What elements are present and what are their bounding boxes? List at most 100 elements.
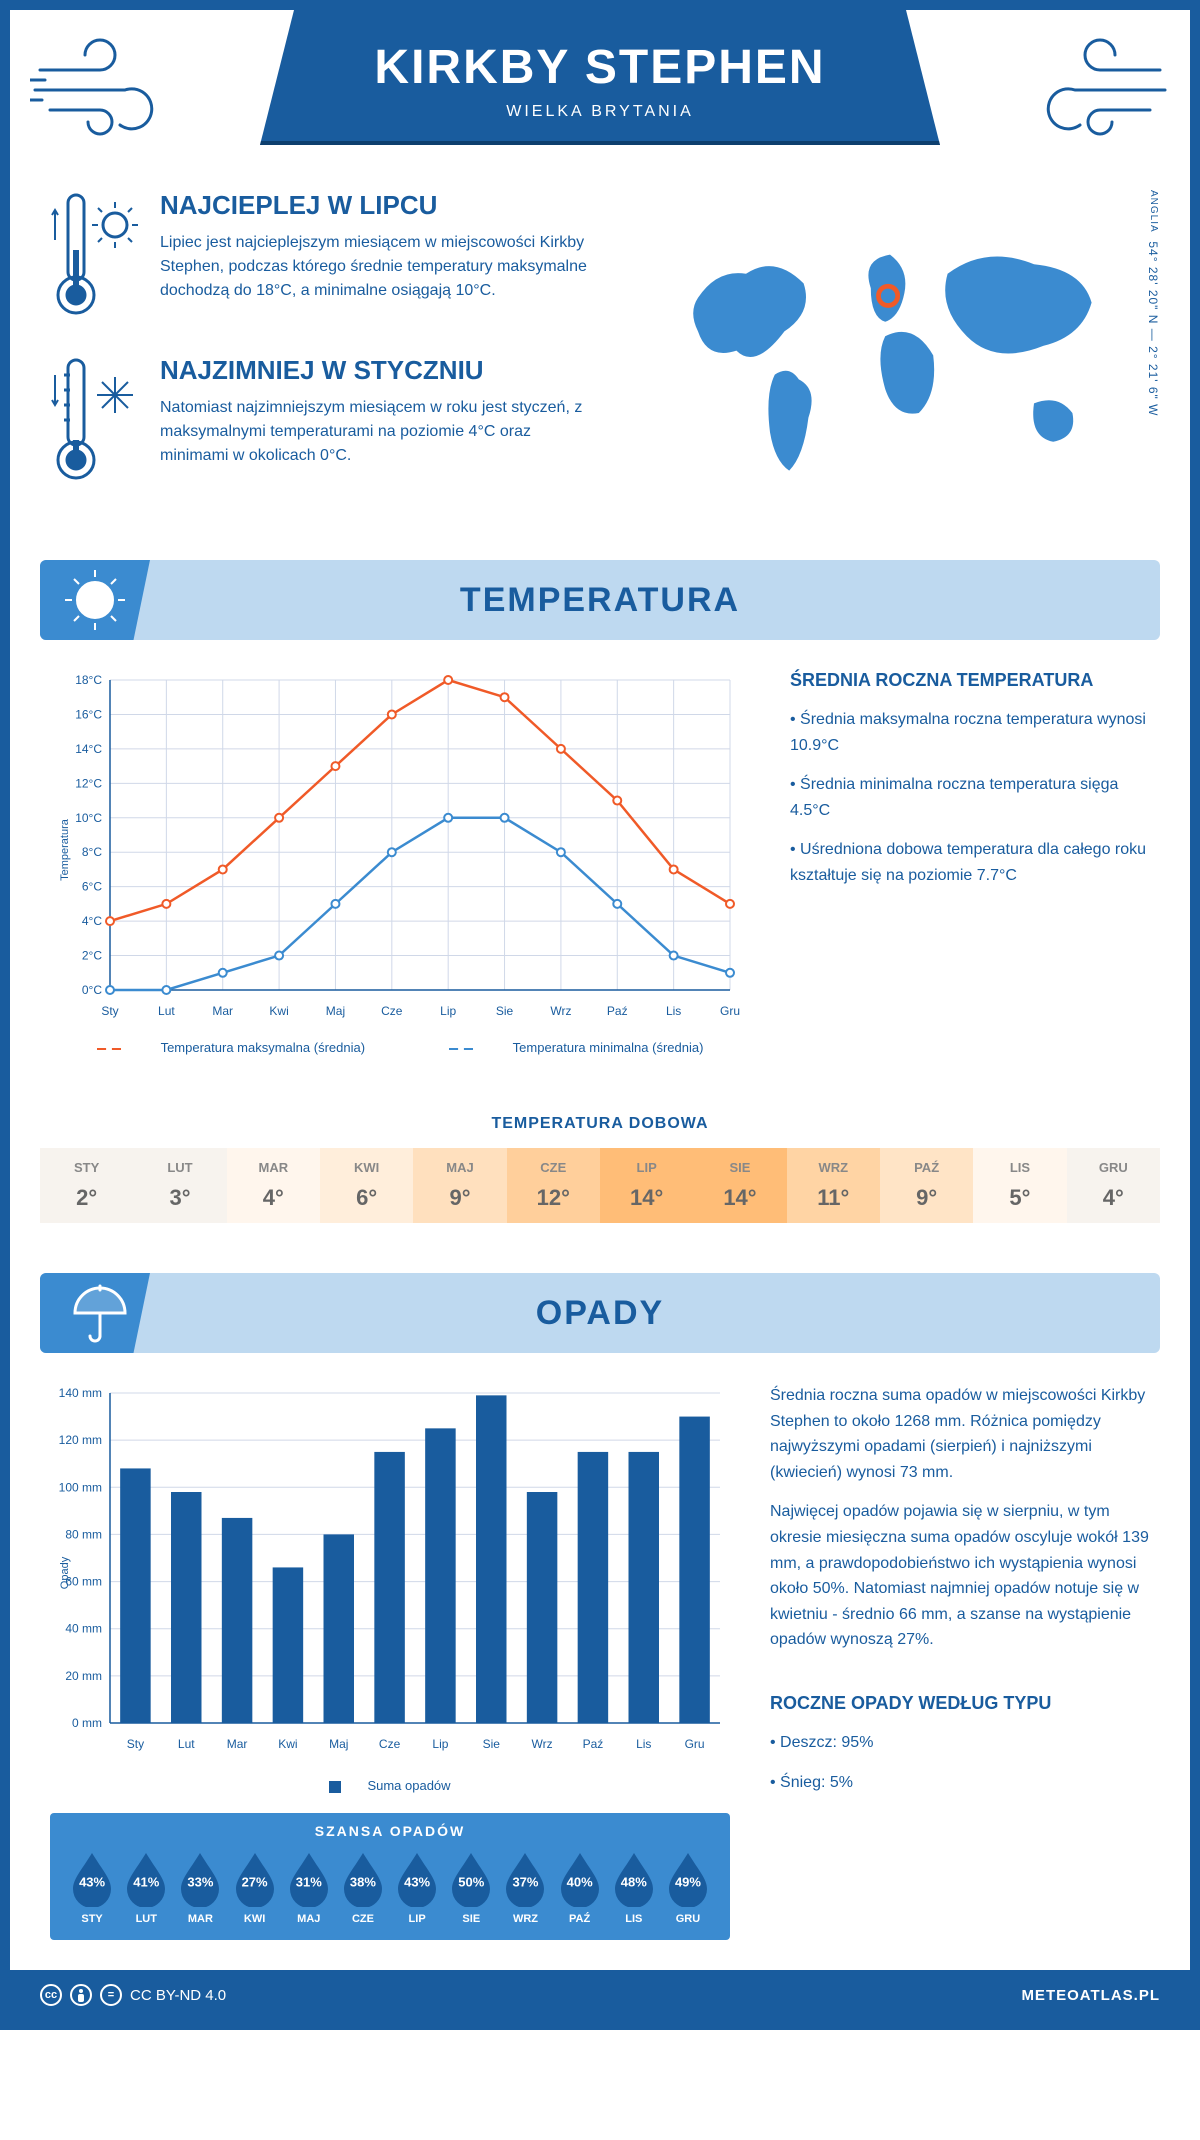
temperature-line-chart: 0°C2°C4°C6°C8°C10°C12°C14°C16°C18°CStyLu…: [50, 670, 750, 1030]
chance-pct: 49%: [675, 1874, 701, 1889]
daily-month: LIS: [973, 1160, 1066, 1175]
chance-pct: 43%: [404, 1874, 430, 1889]
daily-value: 12°: [507, 1185, 600, 1211]
daily-cell: GRU4°: [1067, 1148, 1160, 1223]
nd-icon: =: [100, 1984, 122, 2006]
type-bullet: • Deszcz: 95%: [770, 1730, 1150, 1756]
precipitation-info: Średnia roczna suma opadów w miejscowośc…: [770, 1383, 1150, 1940]
chance-drop: 38%CZE: [336, 1851, 390, 1925]
coldest-text: Natomiast najzimniejszym miesiącem w rok…: [160, 396, 600, 468]
svg-text:Maj: Maj: [329, 1737, 348, 1751]
svg-text:2°C: 2°C: [82, 949, 102, 963]
by-icon: [70, 1984, 92, 2006]
svg-text:Lis: Lis: [666, 1004, 681, 1018]
svg-text:Lis: Lis: [636, 1737, 651, 1751]
precip-info-p1: Średnia roczna suma opadów w miejscowośc…: [770, 1383, 1150, 1485]
svg-text:100 mm: 100 mm: [59, 1480, 102, 1494]
line-chart-legend: Temperatura maksymalna (średnia) Tempera…: [50, 1040, 750, 1055]
svg-text:Kwi: Kwi: [278, 1737, 297, 1751]
svg-text:10°C: 10°C: [75, 811, 102, 825]
svg-text:140 mm: 140 mm: [59, 1386, 102, 1400]
svg-text:Wrz: Wrz: [550, 1004, 571, 1018]
temperature-title: TEMPERATURA: [460, 581, 740, 620]
chance-pct: 48%: [621, 1874, 647, 1889]
daily-month: MAR: [227, 1160, 320, 1175]
daily-value: 14°: [693, 1185, 786, 1211]
intro-text: NAJCIEPLEJ W LIPCU Lipiec jest najcieple…: [50, 190, 600, 520]
daily-value: 6°: [320, 1185, 413, 1211]
svg-text:Lip: Lip: [432, 1737, 448, 1751]
chance-month: LUT: [119, 1913, 173, 1925]
daily-cell: LUT3°: [133, 1148, 226, 1223]
temp-bullet: • Średnia maksymalna roczna temperatura …: [790, 707, 1150, 758]
precipitation-title: OPADY: [536, 1294, 664, 1333]
daily-temp-table: STY2°LUT3°MAR4°KWI6°MAJ9°CZE12°LIP14°SIE…: [40, 1148, 1160, 1223]
page: KIRKBY STEPHEN WIELKA BRYTANIA: [0, 0, 1200, 2030]
chance-pct: 27%: [242, 1874, 268, 1889]
svg-text:Wrz: Wrz: [532, 1737, 553, 1751]
hottest-block: NAJCIEPLEJ W LIPCU Lipiec jest najcieple…: [50, 190, 600, 325]
chance-drop: 27% KWI: [228, 1851, 282, 1925]
chance-month: LIS: [607, 1913, 661, 1925]
svg-text:Lut: Lut: [178, 1737, 195, 1751]
temperature-header: TEMPERATURA: [40, 560, 1160, 640]
coldest-title: NAJZIMNIEJ W STYCZNIU: [160, 355, 600, 386]
chance-pct: 50%: [458, 1874, 484, 1889]
thermometer-sun-icon: [50, 190, 140, 325]
chance-pct: 40%: [567, 1874, 593, 1889]
chance-pct: 37%: [512, 1874, 538, 1889]
wind-deco-left: [30, 30, 190, 150]
daily-cell: LIS5°: [973, 1148, 1066, 1223]
header: KIRKBY STEPHEN WIELKA BRYTANIA: [10, 10, 1190, 170]
daily-cell: LIP 14°: [600, 1148, 693, 1223]
svg-text:Opady: Opady: [59, 1556, 71, 1589]
svg-text:0 mm: 0 mm: [72, 1716, 102, 1730]
temp-info-title: ŚREDNIA ROCZNA TEMPERATURA: [790, 670, 1150, 691]
temp-bullet: • Uśredniona dobowa temperatura dla całe…: [790, 837, 1150, 888]
chance-drop: 40%PAŹ: [553, 1851, 607, 1925]
hottest-title: NAJCIEPLEJ W LIPCU: [160, 190, 600, 221]
daily-cell: CZE 12°: [507, 1148, 600, 1223]
chance-month: GRU: [661, 1913, 715, 1925]
chance-pct: 33%: [187, 1874, 213, 1889]
svg-text:20 mm: 20 mm: [65, 1669, 102, 1683]
chance-drop: 48% LIS: [607, 1851, 661, 1925]
svg-text:Mar: Mar: [212, 1004, 233, 1018]
svg-text:Paź: Paź: [607, 1004, 628, 1018]
coordinates: ANGLIA 54° 28' 20" N — 2° 21' 6" W: [1146, 190, 1160, 416]
precip-info-p2: Najwięcej opadów pojawia się w sierpniu,…: [770, 1499, 1150, 1653]
temperature-info: ŚREDNIA ROCZNA TEMPERATURA • Średnia mak…: [790, 670, 1150, 1055]
daily-cell: WRZ11°: [787, 1148, 880, 1223]
umbrella-tab-icon: [40, 1273, 150, 1353]
chance-month: WRZ: [498, 1913, 552, 1925]
chance-pct: 41%: [133, 1874, 159, 1889]
daily-cell: MAR4°: [227, 1148, 320, 1223]
temp-bullet: • Średnia minimalna roczna temperatura s…: [790, 772, 1150, 823]
chance-pct: 43%: [79, 1874, 105, 1889]
daily-month: SIE: [693, 1160, 786, 1175]
chance-drop: 43% LIP: [390, 1851, 444, 1925]
svg-text:Cze: Cze: [381, 1004, 403, 1018]
chance-drop: 50%SIE: [444, 1851, 498, 1925]
svg-text:4°C: 4°C: [82, 914, 102, 928]
temperature-body: 0°C2°C4°C6°C8°C10°C12°C14°C16°C18°CStyLu…: [10, 660, 1190, 1085]
chance-month: MAJ: [282, 1913, 336, 1925]
svg-text:Temperatura: Temperatura: [59, 818, 71, 881]
svg-text:80 mm: 80 mm: [65, 1527, 102, 1541]
bar-chart-legend: Suma opadów: [50, 1778, 730, 1793]
svg-text:Lut: Lut: [158, 1004, 175, 1018]
daily-value: 14°: [600, 1185, 693, 1211]
sun-tab-icon: [40, 560, 150, 640]
svg-text:18°C: 18°C: [75, 673, 102, 687]
daily-value: 9°: [413, 1185, 506, 1211]
daily-temp-title: TEMPERATURA DOBOWA: [10, 1115, 1190, 1133]
chance-month: KWI: [228, 1913, 282, 1925]
footer: cc = CC BY-ND 4.0 METEOATLAS.PL: [10, 1970, 1190, 2020]
daily-month: CZE: [507, 1160, 600, 1175]
svg-text:Sie: Sie: [483, 1737, 501, 1751]
chance-drop: 31%MAJ: [282, 1851, 336, 1925]
svg-text:0°C: 0°C: [82, 983, 102, 997]
daily-month: LIP: [600, 1160, 693, 1175]
daily-cell: SIE 14°: [693, 1148, 786, 1223]
chance-month: LIP: [390, 1913, 444, 1925]
